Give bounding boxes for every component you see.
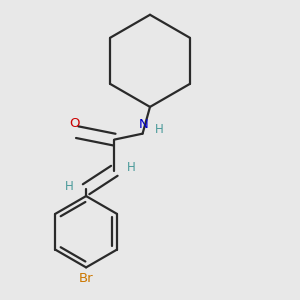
Text: Br: Br (79, 272, 93, 285)
Text: O: O (69, 117, 80, 130)
Text: H: H (65, 180, 74, 193)
Text: H: H (154, 123, 163, 136)
Text: H: H (127, 161, 136, 174)
Text: N: N (139, 118, 149, 131)
